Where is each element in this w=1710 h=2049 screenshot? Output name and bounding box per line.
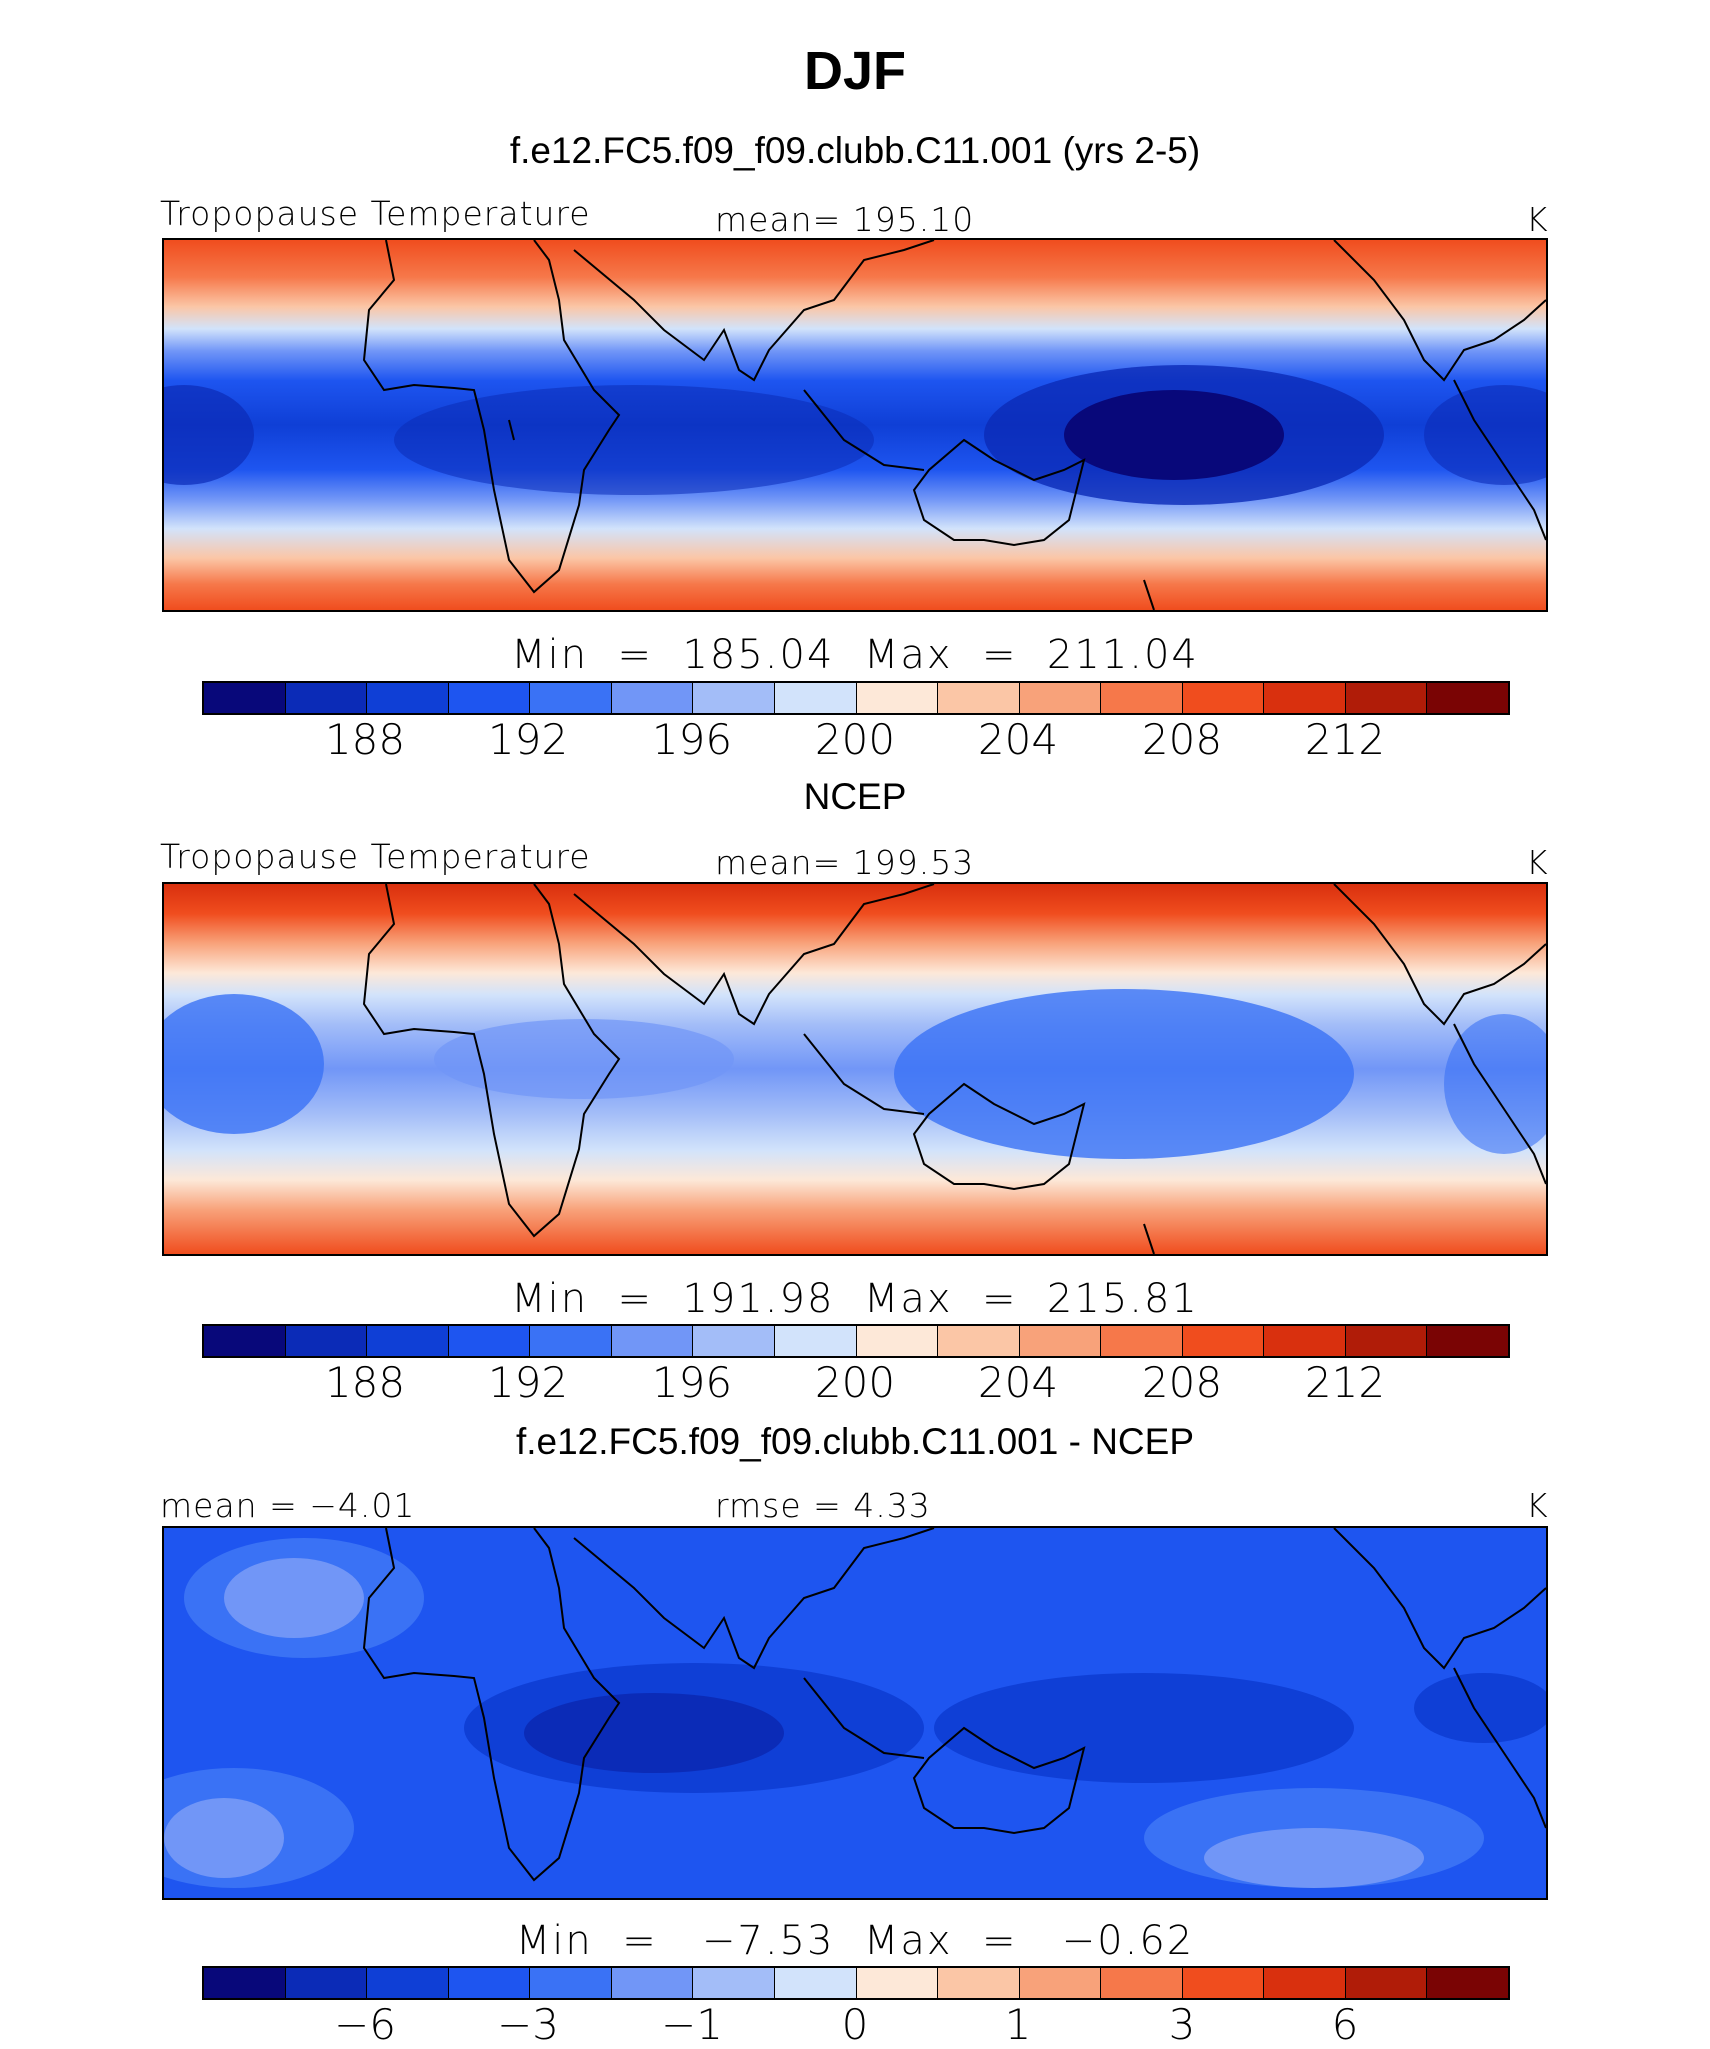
colorbar-swatch xyxy=(693,1326,775,1356)
colorbar-tick-label: 208 xyxy=(1141,715,1223,764)
panel-3-colorbar xyxy=(202,1966,1510,2000)
colorbar-swatch xyxy=(1101,1968,1183,1998)
colorbar-swatch xyxy=(1101,683,1183,713)
colorbar-tick-label: 1 xyxy=(1004,2000,1032,2049)
colorbar-tick-label: 200 xyxy=(814,1358,896,1407)
colorbar-swatch xyxy=(448,1968,531,1998)
colorbar-swatch xyxy=(611,1326,694,1356)
colorbar-swatch xyxy=(1182,1326,1265,1356)
colorbar-tick-label: 192 xyxy=(487,1358,569,1407)
colorbar-swatch xyxy=(367,683,449,713)
panel-3-mean-label: mean = −4.01 xyxy=(160,1486,416,1525)
colorbar-swatch xyxy=(285,1326,368,1356)
colorbar-swatch xyxy=(367,1968,449,1998)
panel-3-map xyxy=(162,1526,1548,1900)
colorbar-tick-label: −1 xyxy=(661,2000,723,2049)
panel-2-variable-label: Tropopause Temperature xyxy=(160,837,591,876)
colorbar-swatch xyxy=(774,1968,857,1998)
colorbar-tick-label: 188 xyxy=(324,715,406,764)
panel-2-units: K xyxy=(1526,843,1549,882)
panel-3-title: f.e12.FC5.f09_f09.clubb.C11.001 - NCEP xyxy=(515,1421,1195,1462)
colorbar-swatch xyxy=(1427,683,1508,713)
colorbar-swatch xyxy=(693,683,775,713)
colorbar-tick-label: 0 xyxy=(841,2000,869,2049)
colorbar-swatch xyxy=(938,683,1020,713)
colorbar-swatch xyxy=(938,1326,1020,1356)
colorbar-swatch xyxy=(204,1968,286,1998)
colorbar-tick-label: 204 xyxy=(977,1358,1059,1407)
colorbar-swatch xyxy=(1019,1968,1102,1998)
colorbar-swatch xyxy=(1345,1326,1428,1356)
panel-1-map xyxy=(162,238,1548,612)
colorbar-swatch xyxy=(1427,1326,1508,1356)
colorbar-swatch xyxy=(1182,1968,1265,1998)
panel-3-colorbar-ticks: −6 −3 −1 0 1 3 6 xyxy=(0,2000,1710,2049)
colorbar-tick-label: −3 xyxy=(497,2000,559,2049)
colorbar-swatch xyxy=(530,1326,612,1356)
colorbar-swatch xyxy=(1345,1968,1428,1998)
colorbar-swatch xyxy=(367,1326,449,1356)
colorbar-swatch xyxy=(448,1326,531,1356)
colorbar-swatch xyxy=(856,1326,939,1356)
colorbar-swatch xyxy=(693,1968,775,1998)
panel-2-colorbar-ticks: 188 192 196 200 204 208 212 xyxy=(0,1358,1710,1418)
panel-1-title: f.e12.FC5.f09_f09.clubb.C11.001 (yrs 2-5… xyxy=(509,130,1201,171)
panel-3-min-max: Min = −7.53 Max = −0.62 xyxy=(515,1918,1195,1964)
panel-3-units: K xyxy=(1526,1486,1549,1525)
panel-1-units: K xyxy=(1526,200,1549,239)
colorbar-tick-label: 6 xyxy=(1331,2000,1359,2049)
colorbar-swatch xyxy=(856,1968,939,1998)
colorbar-swatch xyxy=(1019,683,1102,713)
colorbar-swatch xyxy=(204,1326,286,1356)
panel-2-title: NCEP xyxy=(803,776,907,817)
colorbar-swatch xyxy=(611,1968,694,1998)
colorbar-swatch xyxy=(1019,1326,1102,1356)
colorbar-swatch xyxy=(530,683,612,713)
colorbar-tick-label: 200 xyxy=(814,715,896,764)
colorbar-tick-label: 208 xyxy=(1141,1358,1223,1407)
colorbar-swatch xyxy=(774,683,857,713)
panel-1-colorbar xyxy=(202,681,1510,715)
colorbar-swatch xyxy=(530,1968,612,1998)
colorbar-swatch xyxy=(448,683,531,713)
main-title: DJF xyxy=(803,41,906,101)
colorbar-swatch xyxy=(938,1968,1020,1998)
panel-3-rmse-label: rmse = 4.33 xyxy=(715,1486,931,1525)
colorbar-tick-label: 196 xyxy=(651,1358,733,1407)
colorbar-swatch xyxy=(611,683,694,713)
colorbar-swatch xyxy=(1264,683,1346,713)
colorbar-swatch xyxy=(1101,1326,1183,1356)
colorbar-swatch xyxy=(1264,1968,1346,1998)
colorbar-tick-label: 3 xyxy=(1168,2000,1196,2049)
panel-1-min-max: Min = 185.04 Max = 211.04 xyxy=(511,632,1199,678)
colorbar-tick-label: 196 xyxy=(651,715,733,764)
colorbar-tick-label: 204 xyxy=(977,715,1059,764)
colorbar-swatch xyxy=(774,1326,857,1356)
colorbar-swatch xyxy=(1182,683,1265,713)
panel-2-colorbar xyxy=(202,1324,1510,1358)
panel-1-variable-label: Tropopause Temperature xyxy=(160,194,591,233)
colorbar-swatch xyxy=(204,683,286,713)
colorbar-tick-label: 212 xyxy=(1304,715,1386,764)
colorbar-swatch xyxy=(1345,683,1428,713)
colorbar-tick-label: 188 xyxy=(324,1358,406,1407)
colorbar-swatch xyxy=(1264,1326,1346,1356)
colorbar-tick-label: −6 xyxy=(334,2000,396,2049)
panel-2-mean-label: mean= 199.53 xyxy=(715,843,975,882)
colorbar-swatch xyxy=(856,683,939,713)
colorbar-swatch xyxy=(285,1968,368,1998)
panel-1-mean-label: mean= 195.10 xyxy=(715,200,975,239)
colorbar-swatch xyxy=(1427,1968,1508,1998)
panel-2-min-max: Min = 191.98 Max = 215.81 xyxy=(511,1276,1199,1322)
panel-2-map xyxy=(162,882,1548,1256)
panel-1-colorbar-ticks: 188 192 196 200 204 208 212 xyxy=(0,715,1710,775)
colorbar-swatch xyxy=(285,683,368,713)
colorbar-tick-label: 212 xyxy=(1304,1358,1386,1407)
colorbar-tick-label: 192 xyxy=(487,715,569,764)
